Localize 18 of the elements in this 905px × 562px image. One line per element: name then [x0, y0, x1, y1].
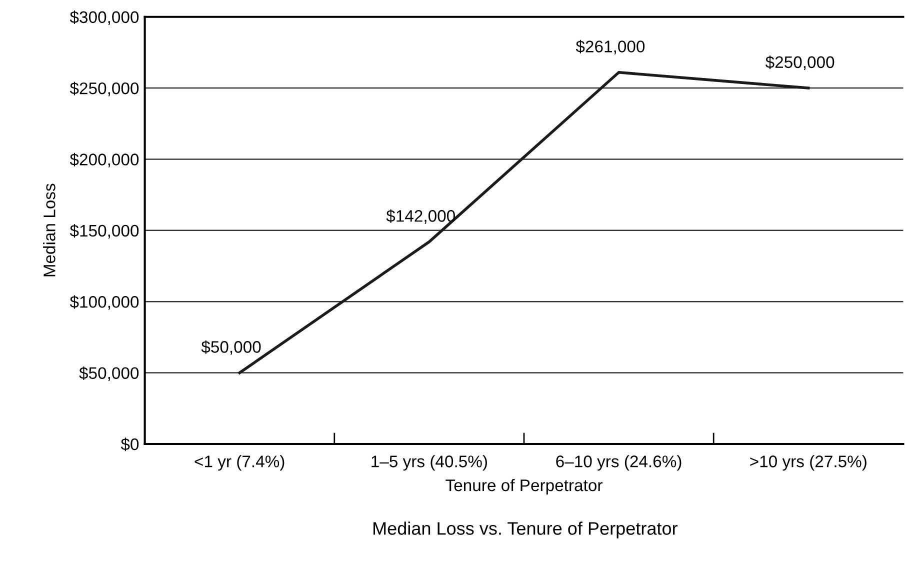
x-tick-label: <1 yr (7.4%): [194, 455, 284, 471]
x-tick-label: 6–10 yrs (24.6%): [556, 455, 682, 471]
data-label: $261,000: [576, 40, 645, 54]
y-tick-label: $150,000: [70, 224, 139, 239]
x-axis-title: Tenure of Perpetrator: [446, 478, 602, 494]
data-label: $250,000: [765, 56, 834, 70]
y-tick-label: $50,000: [79, 366, 139, 381]
text: Median Loss vs. Tenure of Perpetrator: [374, 522, 678, 538]
y-axis-title: Median Loss: [43, 184, 56, 276]
x-tick-label: 1–5 yrs (40.5%): [372, 455, 487, 471]
data-label: $50,000: [201, 340, 261, 355]
y-tick-label: $200,000: [70, 152, 139, 168]
y-tick-label: $250,000: [70, 82, 139, 96]
y-tick-label: $100,000: [70, 295, 139, 310]
y-tick-label: $0: [120, 438, 139, 452]
data-label: $142,000: [386, 209, 455, 224]
y-tick-label: $300,000: [70, 10, 139, 26]
x-tick-label: >10 yrs (27.5%): [750, 455, 866, 471]
